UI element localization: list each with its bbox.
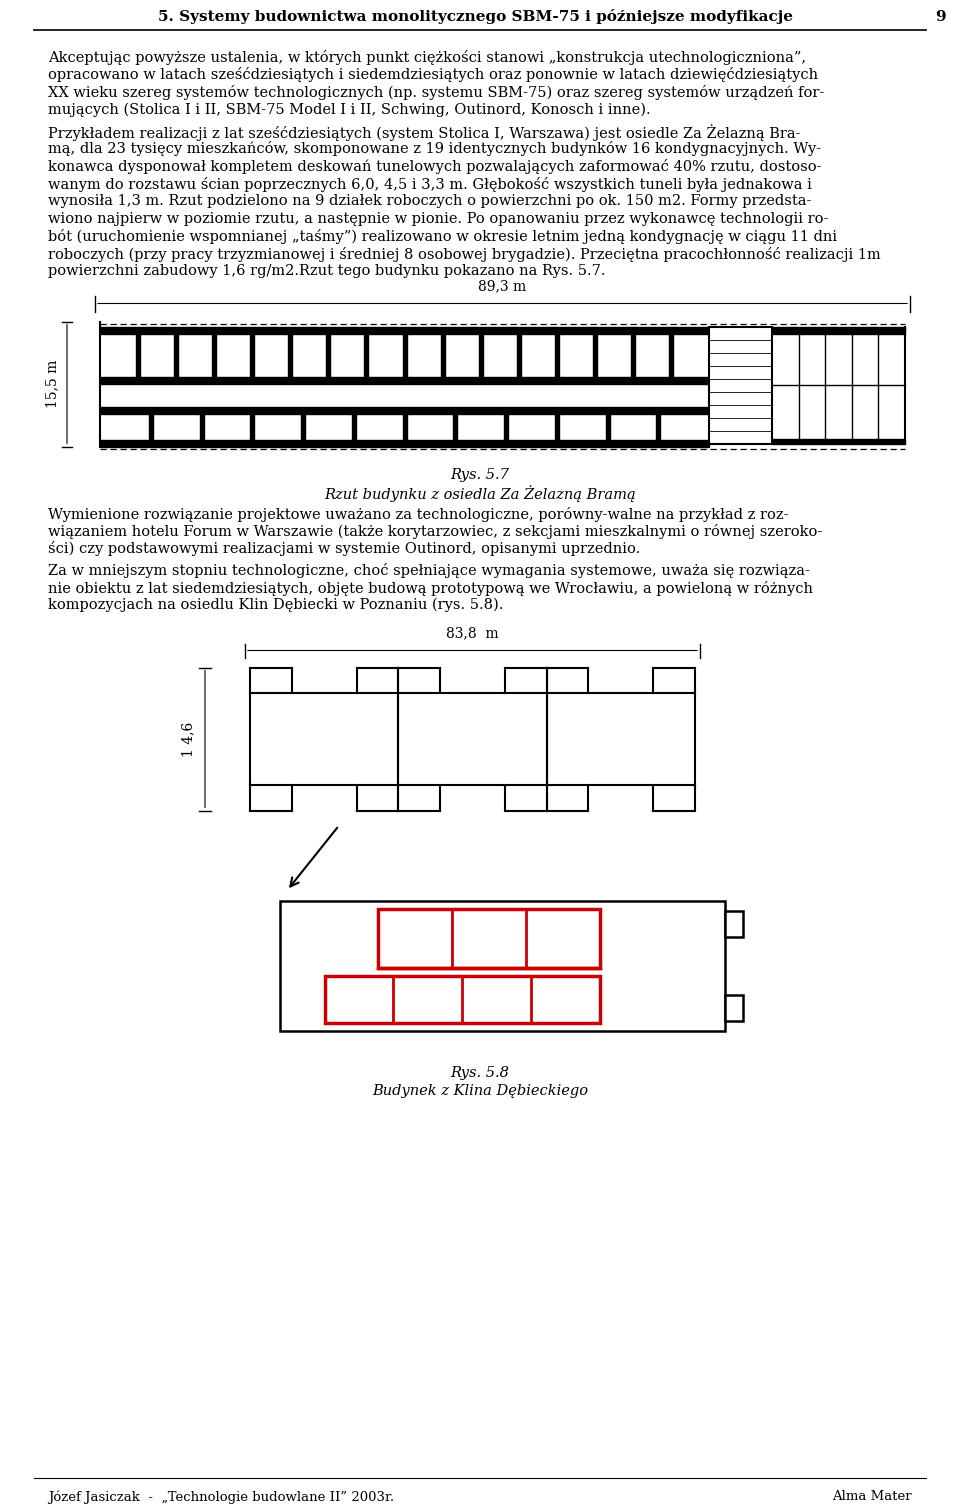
Bar: [251, 333, 254, 377]
Bar: [280, 901, 725, 1031]
Bar: [441, 333, 444, 377]
Bar: [301, 413, 305, 440]
Text: powierzchni zabudowy 1,6 rg/m2.Rzut tego budynku pokazano na Rys. 5.7.: powierzchni zabudowy 1,6 rg/m2.Rzut tego…: [48, 264, 606, 277]
Bar: [593, 333, 597, 377]
Text: nie obiektu z lat siedemdziesiątych, objęte budową prototypową we Wrocławiu, a p: nie obiektu z lat siedemdziesiątych, obj…: [48, 580, 813, 595]
Text: Józef Jasiczak  -  „Technologie budowlane II” 2003r.: Józef Jasiczak - „Technologie budowlane …: [48, 1490, 395, 1504]
Bar: [326, 333, 330, 377]
Text: Rys. 5.8: Rys. 5.8: [450, 1065, 510, 1079]
Bar: [100, 407, 709, 413]
Text: wiono najpierw w poziomie rzutu, a następnie w pionie. Po opanowaniu przez wykon: wiono najpierw w poziomie rzutu, a nastę…: [48, 211, 828, 226]
Bar: [479, 333, 483, 377]
Text: opracowano w latach sześćdziesiątych i siedemdziesiątych oraz ponownie w latach : opracowano w latach sześćdziesiątych i s…: [48, 68, 818, 83]
Text: wynosiła 1,3 m. Rzut podzielono na 9 działek roboczych o powierzchni po ok. 150 : wynosiła 1,3 m. Rzut podzielono na 9 dzi…: [48, 194, 811, 208]
Bar: [324, 977, 600, 1023]
Bar: [453, 413, 457, 440]
Bar: [504, 413, 508, 440]
Text: 5. Systemy budownictwa monolitycznego SBM-75 i późniejsze modyfikacje: 5. Systemy budownictwa monolitycznego SB…: [157, 9, 793, 24]
Text: Za w mniejszym stopniu technologiczne, choć spełniające wymagania systemowe, uwa: Za w mniejszym stopniu technologiczne, c…: [48, 564, 810, 579]
Text: mą, dla 23 tysięcy mieszkańców, skomponowane z 19 identycznych budynków 16 kondy: mą, dla 23 tysięcy mieszkańców, skompono…: [48, 142, 821, 157]
Text: 83,8  m: 83,8 m: [446, 627, 499, 640]
Bar: [100, 440, 709, 446]
Bar: [251, 413, 254, 440]
Text: Rzut budynku z osiedla Za Żelazną Bramą: Rzut budynku z osiedla Za Żelazną Bramą: [324, 485, 636, 502]
Bar: [136, 333, 140, 377]
Bar: [772, 439, 905, 443]
Text: Akceptując powyższe ustalenia, w których punkt ciężkości stanowi „konstrukcja ut: Akceptując powyższe ustalenia, w których…: [48, 50, 806, 65]
Text: wanym do rozstawu ścian poprzecznych 6,0, 4,5 i 3,3 m. Głębokość wszystkich tune: wanym do rozstawu ścian poprzecznych 6,0…: [48, 176, 812, 191]
Bar: [288, 333, 292, 377]
Bar: [365, 333, 369, 377]
Bar: [378, 909, 600, 967]
Text: Przykładem realizacji z lat sześćdziesiątych (system Stolica I, Warszawa) jest o: Przykładem realizacji z lat sześćdziesią…: [48, 124, 801, 140]
Bar: [200, 413, 204, 440]
Bar: [516, 333, 520, 377]
Text: mujących (Stolica I i II, SBM-75 Model I i II, Schwing, Outinord, Konosch i inne: mujących (Stolica I i II, SBM-75 Model I…: [48, 102, 651, 118]
Text: roboczych (przy pracy trzyzmianowej i średniej 8 osobowej brygadzie). Przeciętna: roboczych (przy pracy trzyzmianowej i śr…: [48, 247, 880, 262]
Bar: [725, 995, 743, 1020]
Text: 89,3 m: 89,3 m: [478, 279, 527, 294]
Bar: [149, 413, 153, 440]
Bar: [174, 333, 179, 377]
Bar: [402, 413, 406, 440]
Text: 15,5 m: 15,5 m: [45, 360, 59, 408]
Bar: [555, 333, 559, 377]
Bar: [657, 413, 660, 440]
Bar: [100, 377, 709, 383]
Bar: [212, 333, 216, 377]
Text: Budynek z Klina Dębieckiego: Budynek z Klina Dębieckiego: [372, 1084, 588, 1097]
Text: XX wieku szereg systemów technologicznych (np. systemu SBM-75) oraz szereg syste: XX wieku szereg systemów technologicznyc…: [48, 84, 825, 99]
Text: Alma Mater: Alma Mater: [832, 1490, 912, 1502]
Text: Rys. 5.7: Rys. 5.7: [450, 469, 510, 482]
Bar: [709, 327, 772, 443]
Bar: [669, 333, 673, 377]
Bar: [402, 333, 406, 377]
Text: 9: 9: [935, 11, 946, 24]
Bar: [555, 413, 559, 440]
Text: kompozycjach na osiedlu Klin Dębiecki w Poznaniu (rys. 5.8).: kompozycjach na osiedlu Klin Dębiecki w …: [48, 598, 503, 612]
Bar: [606, 413, 610, 440]
Bar: [631, 333, 635, 377]
Text: 1 4,6: 1 4,6: [181, 722, 195, 757]
Text: Wymienione rozwiązanie projektowe uważano za technologiczne, porówny-walne na pr: Wymienione rozwiązanie projektowe uważan…: [48, 506, 788, 521]
Bar: [725, 910, 743, 936]
Text: konawca dysponował kompletem deskowań tunelowych pozwalających zaformować 40% rz: konawca dysponował kompletem deskowań tu…: [48, 160, 822, 173]
Bar: [100, 327, 709, 333]
Bar: [351, 413, 356, 440]
Text: bót (uruchomienie wspomnianej „taśmy”) realizowano w okresie letnim jedną kondyg: bót (uruchomienie wspomnianej „taśmy”) r…: [48, 229, 837, 244]
Bar: [772, 327, 905, 333]
Text: ści) czy podstawowymi realizacjami w systemie Outinord, opisanymi uprzednio.: ści) czy podstawowymi realizacjami w sys…: [48, 541, 640, 556]
Text: wiązaniem hotelu Forum w Warszawie (także korytarzowiec, z sekcjami mieszkalnymi: wiązaniem hotelu Forum w Warszawie (takż…: [48, 524, 823, 540]
